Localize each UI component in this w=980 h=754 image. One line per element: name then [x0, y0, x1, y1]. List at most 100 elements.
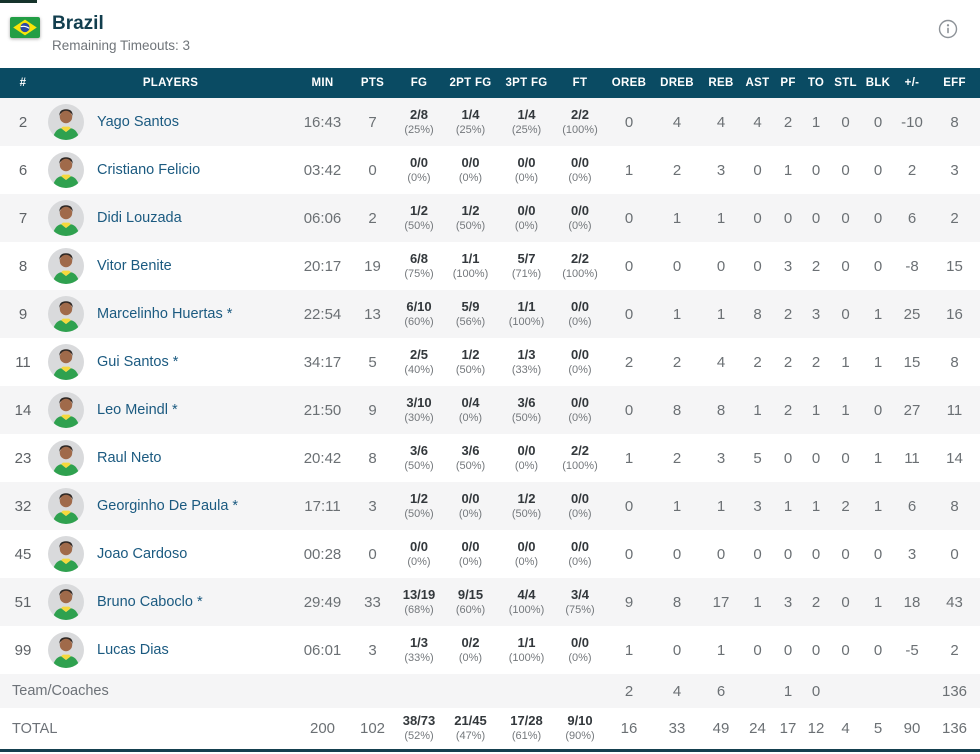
dreb-cell: 2 — [672, 353, 682, 371]
player-cell: Georginho De Paula * — [46, 482, 295, 530]
fg-cell-made-attempted: 0/0 — [409, 154, 429, 170]
jersey-number: 32 — [14, 497, 32, 515]
team-coaches-label: Team/Coaches — [12, 683, 109, 699]
pf-cell: 0 — [783, 545, 793, 563]
ast-cell: 1 — [753, 401, 762, 419]
dreb-cell: 0 — [672, 545, 682, 563]
dreb-cell: 0 — [672, 641, 682, 659]
fg2pt-cell-made-attempted: 0/2 — [461, 634, 480, 650]
fg2pt-cell: 0/0 (0%) — [443, 146, 498, 194]
player-name-link[interactable]: Gui Santos * — [97, 354, 179, 370]
fg2pt-cell-made-attempted: 1/2 — [461, 202, 480, 218]
player-name-link[interactable]: Bruno Caboclo * — [97, 594, 203, 610]
fg3pt-cell: 1/1 (100%) — [498, 290, 555, 338]
fg-cell: 13/19 (68%) — [395, 578, 443, 626]
reb-cell: 6 — [716, 682, 726, 700]
table-header-row: # PLAYERS MIN PTS FG 2PT FG 3PT FG FT OREB DREB RE… — [0, 68, 980, 98]
fg2pt-cell: 0/2 (0%) — [443, 626, 498, 674]
player-avatar — [48, 584, 84, 620]
fg2pt-cell-percentage: (47%) — [455, 730, 486, 743]
fg3pt-cell-percentage: (61%) — [511, 730, 542, 743]
fg3pt-cell-percentage: (25%) — [511, 123, 542, 136]
stl-cell: 0 — [841, 641, 850, 659]
blk-cell: 1 — [873, 305, 883, 323]
ft-cell-percentage: (0%) — [568, 171, 592, 184]
player-avatar — [48, 104, 84, 140]
blk-cell: 1 — [873, 593, 883, 611]
fg3pt-cell: 0/0 (0%) — [498, 194, 555, 242]
fg-cell-percentage: (33%) — [404, 651, 434, 664]
fg2pt-cell-percentage: (50%) — [455, 459, 486, 472]
fg3pt-cell-made-attempted: 0/0 — [517, 538, 536, 554]
player-name-link[interactable]: Vitor Benite — [97, 258, 172, 274]
dreb-cell: 0 — [672, 257, 682, 275]
minutes-cell: 200 — [309, 720, 336, 737]
pf-cell: 0 — [783, 641, 793, 659]
table-row: 99 Lucas Dias 06:01 3 1/3 (33%) 0/2 (0%) 1/1 (100… — [0, 626, 980, 674]
table-row: 32 Georginho De Paula * 17:11 3 1/2 (50%) 0/0(… — [0, 482, 980, 530]
column-header: PF — [774, 68, 802, 98]
eff-cell: 0 — [950, 545, 959, 563]
player-name-link[interactable]: Lucas Dias — [97, 642, 169, 658]
dreb-cell: 1 — [672, 305, 682, 323]
ft-cell-percentage: (75%) — [565, 603, 595, 616]
points-cell: 3 — [368, 497, 377, 515]
ast-cell: 1 — [753, 593, 762, 611]
fg-cell: 1/2 (50%) — [395, 482, 443, 530]
fg-cell-percentage: (75%) — [404, 267, 434, 280]
info-icon[interactable] — [938, 19, 958, 39]
dreb-cell: 33 — [668, 720, 686, 737]
fg2pt-cell-made-attempted: 0/0 — [461, 538, 480, 554]
plusminus-cell: 18 — [903, 593, 921, 611]
player-avatar — [48, 488, 84, 524]
oreb-cell: 0 — [624, 545, 634, 563]
fg2pt-cell: 0/0 (0%) — [443, 482, 498, 530]
fg2pt-cell: 3/6 (50%) — [443, 434, 498, 482]
section-divider — [0, 749, 980, 752]
total-label: TOTAL — [12, 720, 58, 737]
player-name-link[interactable]: Joao Cardoso — [97, 546, 188, 562]
jersey-number: 7 — [18, 209, 28, 227]
ast-cell: 5 — [753, 449, 762, 467]
fg2pt-cell-percentage: (100%) — [452, 267, 489, 280]
reb-cell: 1 — [716, 641, 726, 659]
player-name-link[interactable]: Leo Meindl * — [97, 402, 178, 418]
column-header: AST — [741, 68, 774, 98]
fg3pt-cell: 0/0 (0%) — [498, 146, 555, 194]
minutes-cell: 29:49 — [303, 593, 342, 611]
ft-cell: 0/0 (0%) — [555, 290, 605, 338]
player-name-link[interactable]: Raul Neto — [97, 450, 162, 466]
ft-cell: 0/0 (0%) — [555, 482, 605, 530]
ft-cell-made-attempted: 2/2 — [570, 106, 590, 122]
ft-cell: 0/0 (0%) — [555, 530, 605, 578]
blk-cell — [861, 674, 895, 708]
team-header: Brazil Remaining Timeouts: 3 — [0, 0, 980, 68]
pf-cell: 2 — [783, 305, 793, 323]
minutes-cell: 17:11 — [304, 497, 341, 515]
fg2pt-cell-made-attempted: 0/0 — [461, 490, 480, 506]
pf-cell: 3 — [783, 257, 793, 275]
plusminus-cell: -8 — [905, 257, 919, 275]
pf-cell: 0 — [783, 449, 793, 467]
blk-cell: 1 — [873, 497, 883, 515]
jersey-number: 6 — [18, 161, 28, 179]
fg2pt-cell-made-attempted: 9/15 — [457, 586, 484, 602]
ft-cell-percentage: (0%) — [568, 411, 592, 424]
to-cell: 12 — [807, 720, 825, 737]
fg3pt-cell-made-attempted: 0/0 — [517, 202, 536, 218]
fg-cell-made-attempted: 1/2 — [409, 202, 429, 218]
jersey-number: 14 — [14, 401, 32, 419]
to-cell: 0 — [811, 641, 821, 659]
player-name-link[interactable]: Didi Louzada — [97, 210, 182, 226]
player-name-link[interactable]: Cristiano Felicio — [97, 162, 201, 178]
fg-cell-made-attempted: 13/19 — [402, 586, 436, 602]
minutes-cell: 20:17 — [303, 257, 342, 275]
fg3pt-cell-made-attempted: 5/7 — [517, 250, 536, 266]
player-name-link[interactable]: Marcelinho Huertas * — [97, 306, 233, 322]
plusminus-cell: 90 — [903, 720, 921, 737]
column-header: EFF — [929, 68, 980, 98]
eff-cell: 2 — [950, 209, 959, 227]
oreb-cell: 0 — [624, 257, 634, 275]
player-name-link[interactable]: Yago Santos — [97, 114, 179, 130]
player-name-link[interactable]: Georginho De Paula * — [97, 498, 239, 514]
